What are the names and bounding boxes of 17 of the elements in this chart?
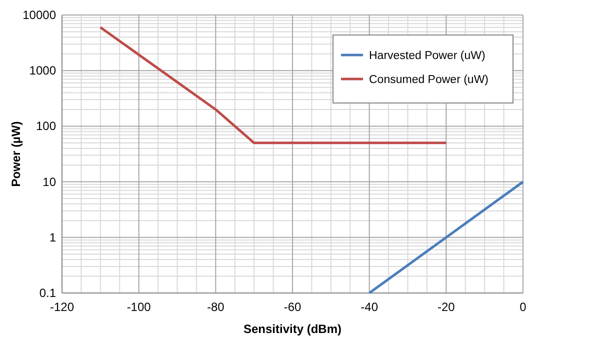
x-tick-label: -120 (50, 300, 74, 314)
x-tick-label: -100 (126, 300, 152, 314)
x-tick-label: -60 (284, 300, 302, 314)
y-tick-label: 0.1 (39, 286, 56, 300)
x-tick-label: 0 (520, 300, 527, 314)
y-tick-label: 10 (42, 174, 56, 189)
y-axis-title: Power (µW) (9, 121, 23, 187)
legend-label: Consumed Power (uW) (369, 74, 489, 86)
x-axis-title: Sensitivity (dBm) (243, 322, 342, 336)
legend-label: Harvested Power (uW) (369, 50, 486, 62)
y-tick-label: 1000 (29, 64, 56, 78)
y-tick-label: 100 (36, 119, 56, 134)
x-tick-label: -80 (206, 300, 225, 314)
y-tick-label: 10000 (22, 8, 56, 22)
x-tick-label: -40 (360, 300, 378, 314)
x-tick-label: -20 (437, 300, 456, 314)
y-tick-label: 1 (49, 230, 56, 244)
